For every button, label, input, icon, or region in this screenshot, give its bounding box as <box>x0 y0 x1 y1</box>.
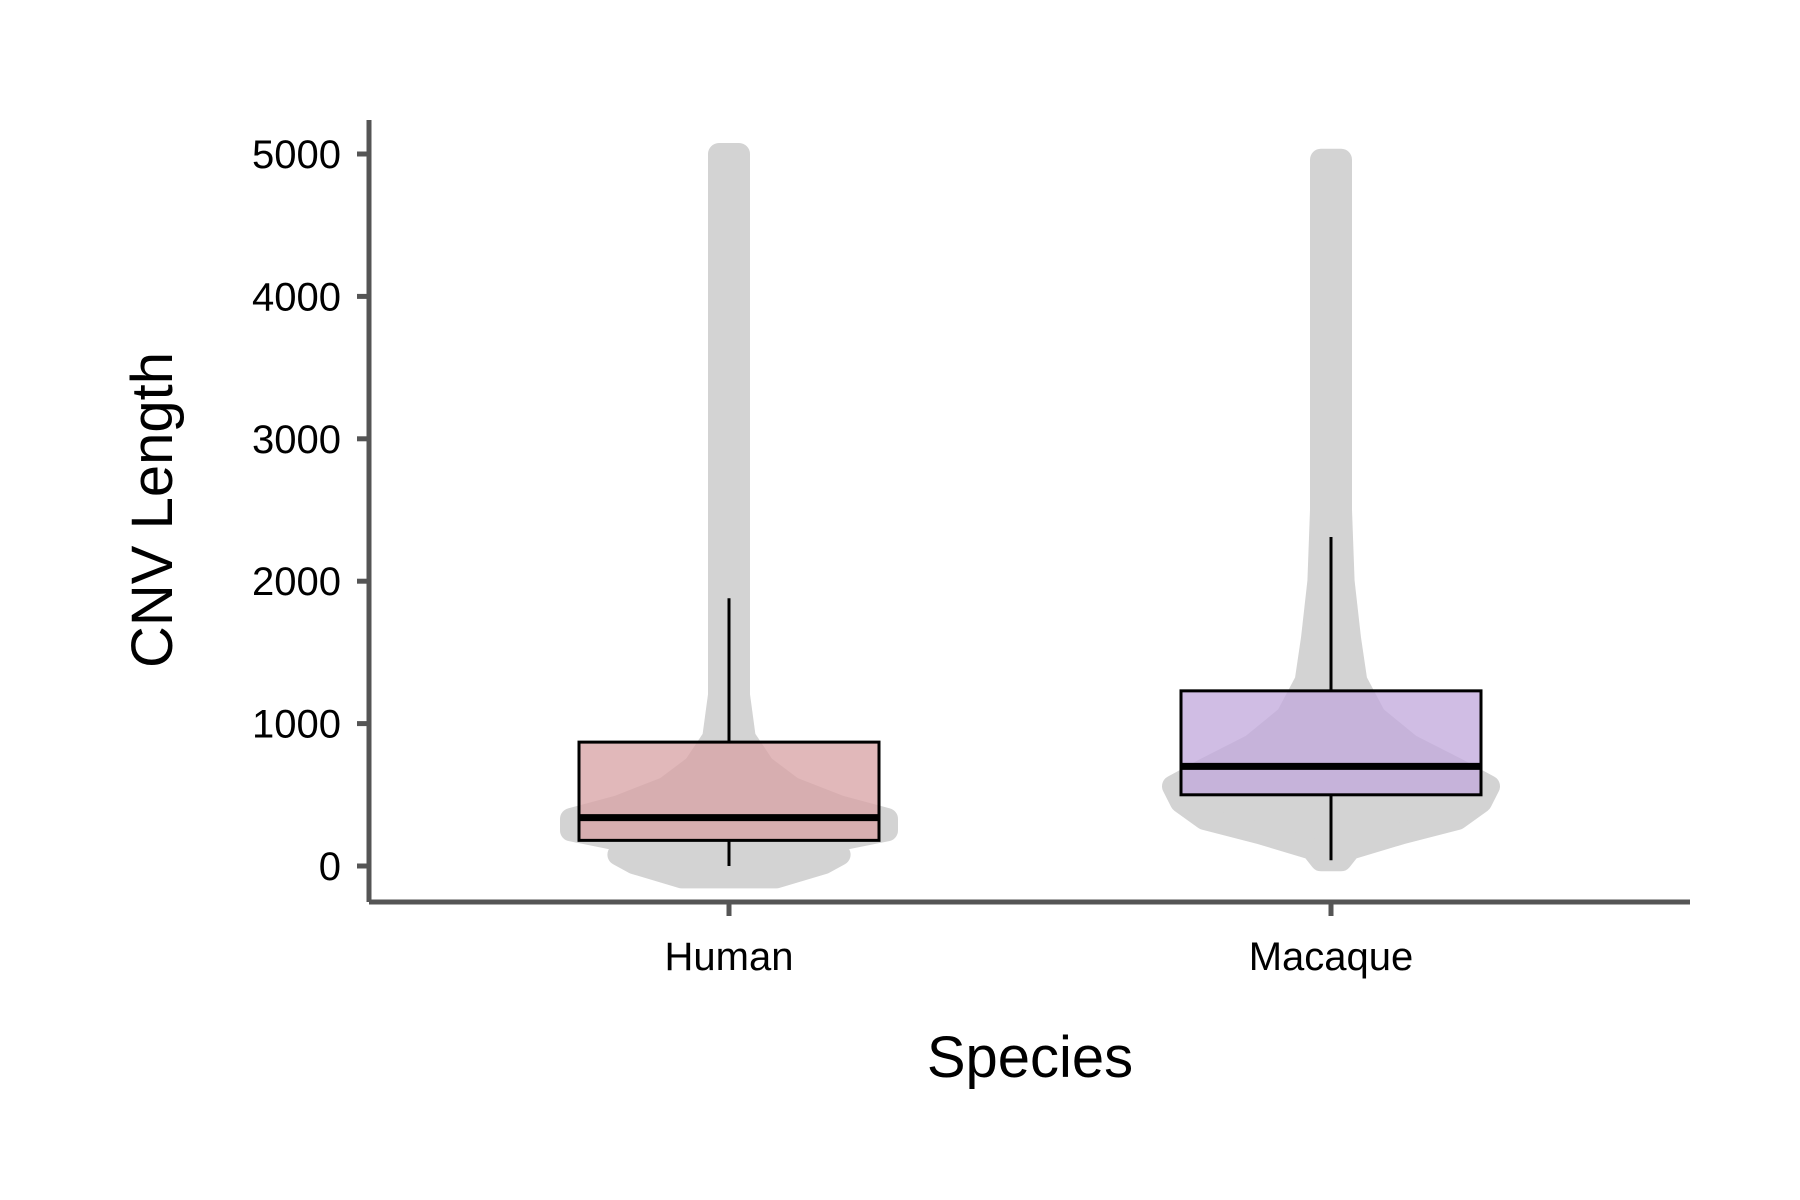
box-body <box>577 740 881 842</box>
y-tick-label: 2000 <box>252 560 341 604</box>
y-axis-title: CNV Length <box>120 352 185 668</box>
x-tick-label-human: Human <box>665 935 794 979</box>
y-axis-ticks: 0 1000 2000 3000 4000 5000 <box>252 133 369 889</box>
y-tick-label: 5000 <box>252 133 341 177</box>
y-tick-label: 0 <box>319 845 341 889</box>
x-axis-title: Species <box>927 1025 1133 1090</box>
x-axis-ticks: Human Macaque <box>665 902 1414 979</box>
y-tick-label: 1000 <box>252 703 341 747</box>
box-body <box>1179 689 1483 797</box>
y-tick-label: 3000 <box>252 418 341 462</box>
box-macaque <box>1179 537 1483 861</box>
plot-area <box>560 143 1500 889</box>
box-human <box>577 598 881 866</box>
x-tick-label-macaque: Macaque <box>1249 935 1414 979</box>
y-tick-label: 4000 <box>252 275 341 319</box>
